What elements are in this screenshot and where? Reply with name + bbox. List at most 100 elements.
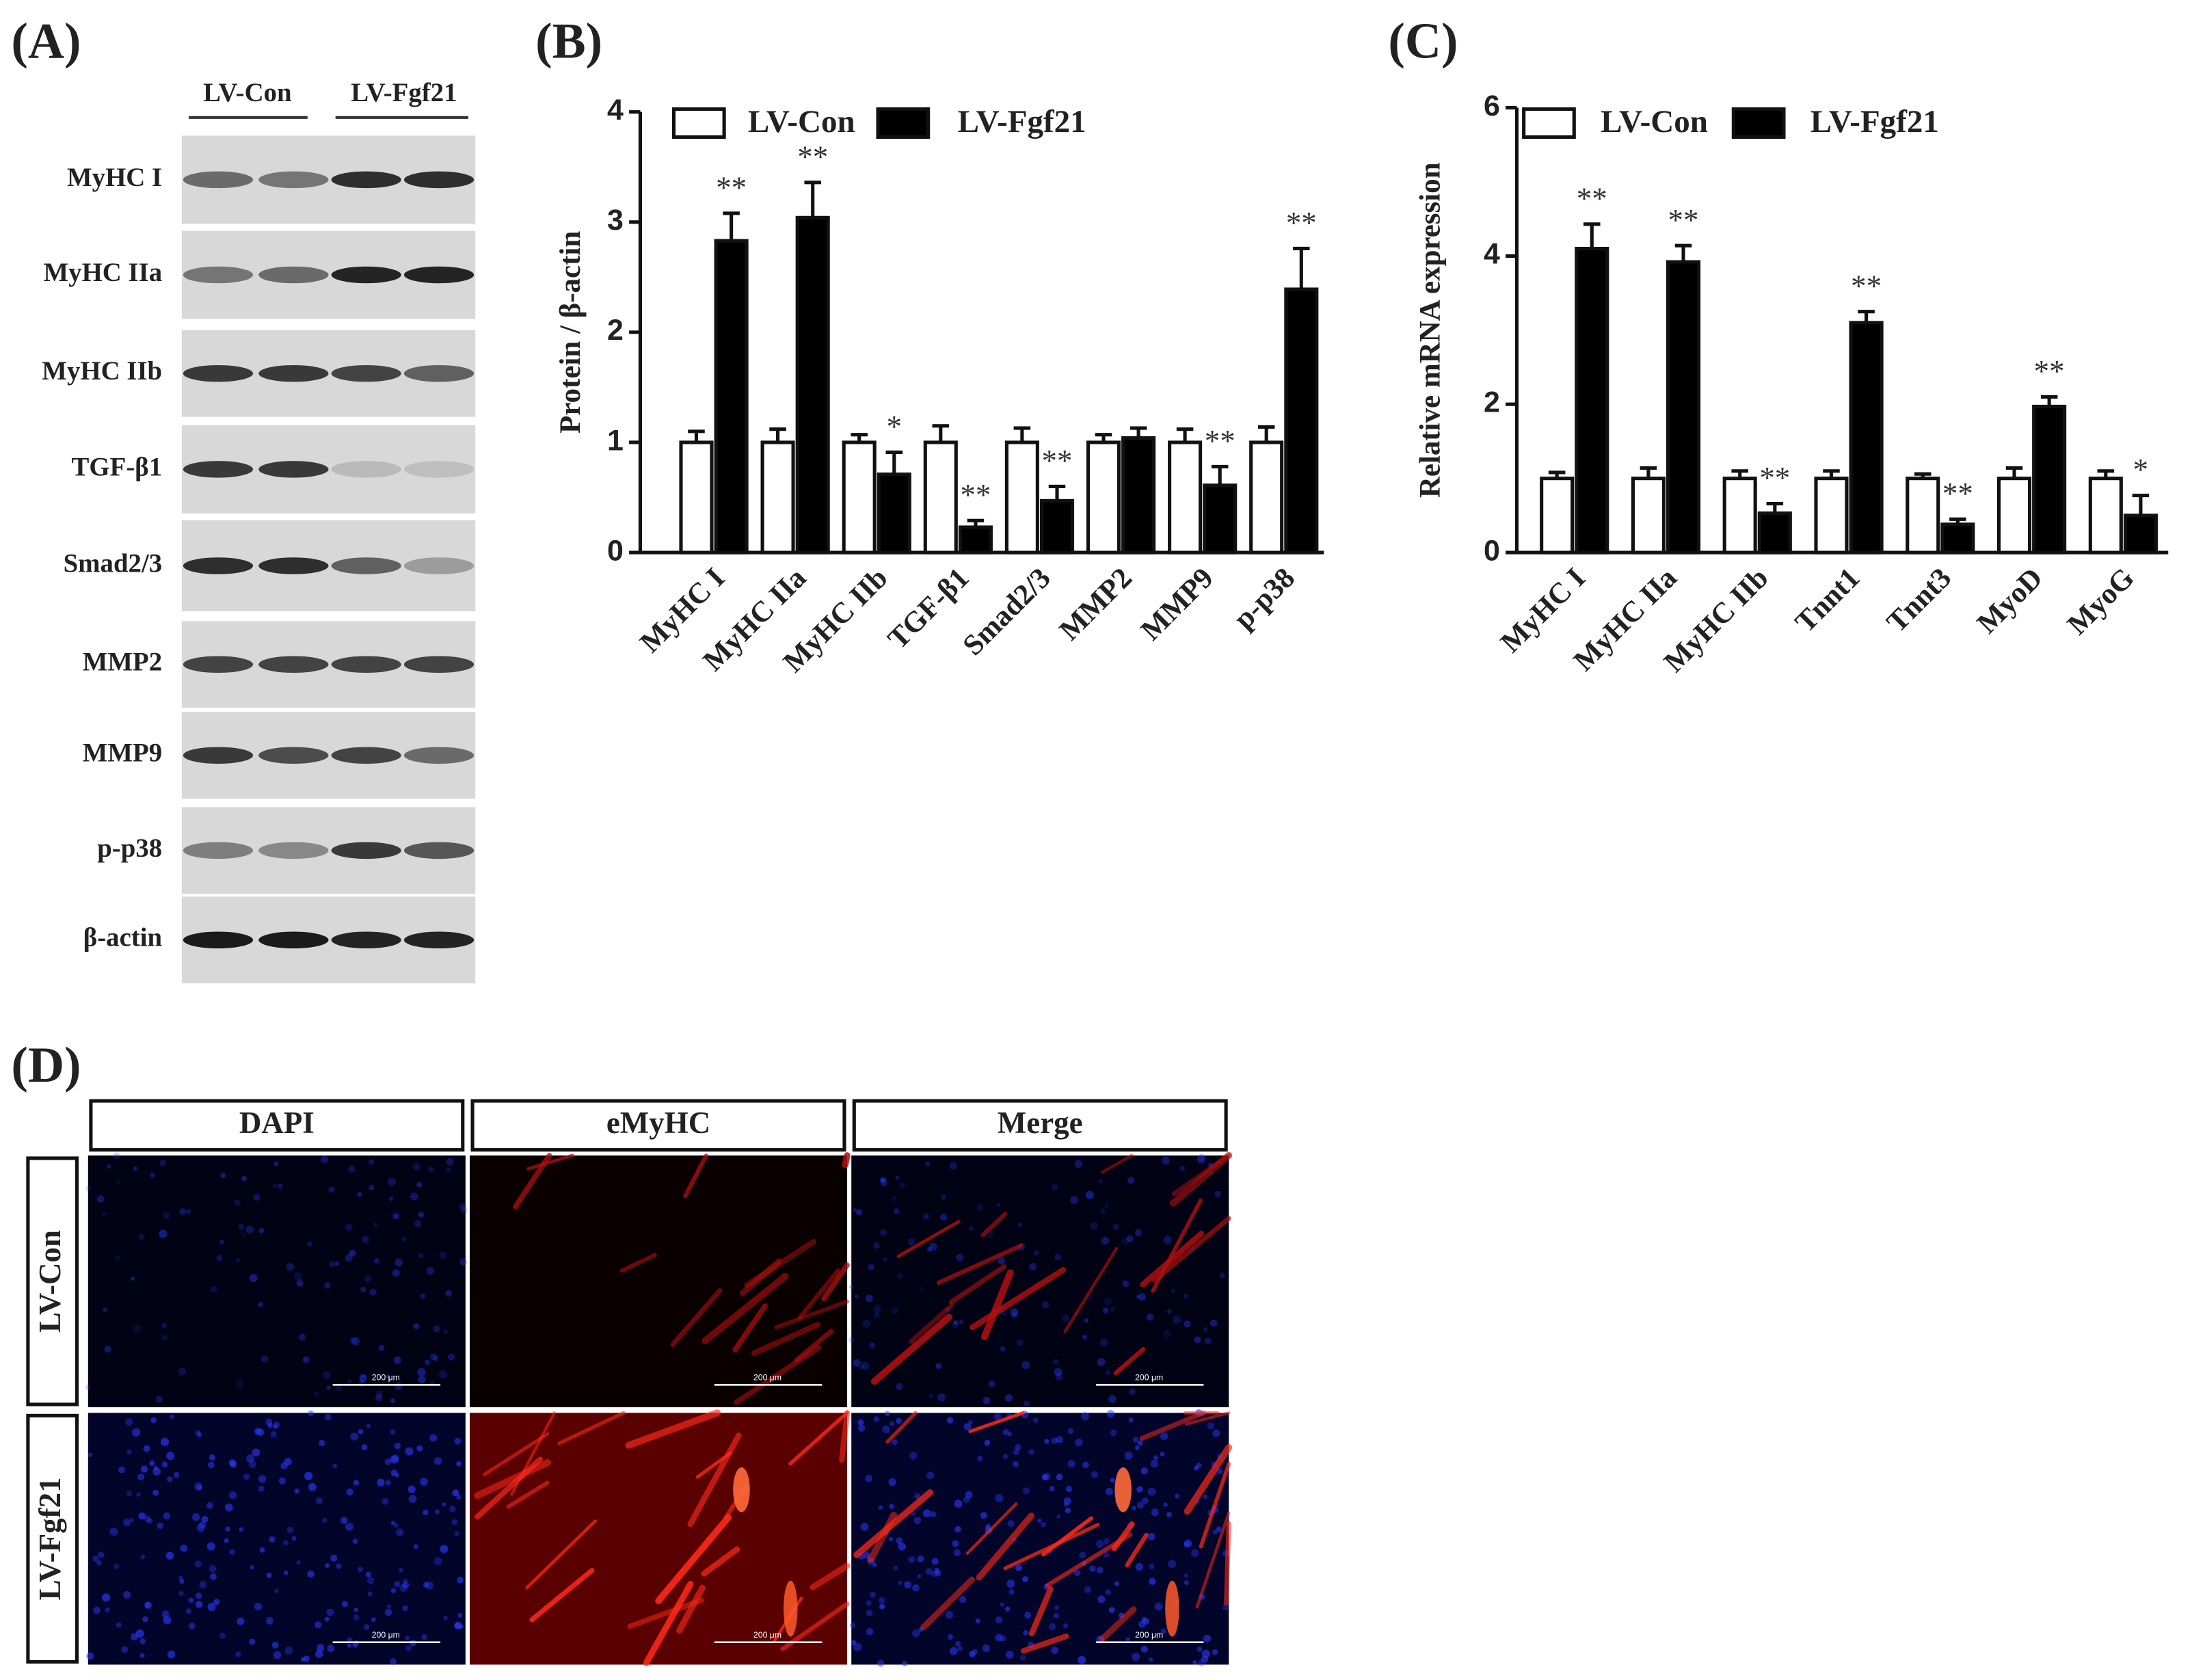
myotube: [687, 1432, 742, 1528]
nucleus: [201, 1515, 209, 1523]
significance-label: **: [1286, 206, 1317, 240]
bar: [1849, 321, 1884, 555]
nucleus: [1160, 1432, 1168, 1441]
nucleus: [955, 1641, 961, 1646]
nucleus: [1192, 1660, 1197, 1665]
nucleus: [352, 1538, 358, 1545]
nucleus: [266, 1616, 273, 1625]
myotube: [821, 1262, 850, 1301]
nucleus: [169, 1414, 174, 1419]
nucleus: [460, 1207, 468, 1214]
nucleus: [410, 1192, 418, 1201]
nucleus: [948, 1634, 954, 1640]
scale-bar-label: 200 μm: [753, 1372, 781, 1382]
nucleus: [433, 1457, 442, 1465]
nucleus: [353, 1614, 360, 1621]
myotube: [1171, 1153, 1231, 1197]
nucleus: [1006, 1579, 1015, 1588]
nucleus: [353, 1607, 359, 1612]
nucleus: [258, 1485, 265, 1492]
nucleus: [207, 1603, 216, 1612]
nucleus: [1096, 1566, 1104, 1574]
nucleus: [1132, 1653, 1140, 1662]
blot-band: [183, 171, 254, 189]
nucleus: [1054, 1605, 1059, 1610]
nucleus: [889, 1504, 895, 1509]
nucleus: [848, 1337, 855, 1343]
nucleus: [983, 1396, 991, 1404]
blot-band: [258, 656, 329, 674]
nucleus: [335, 1385, 343, 1391]
nucleus: [1044, 1439, 1050, 1444]
scale-bar-label: 200 μm: [753, 1630, 781, 1640]
nucleus: [152, 1467, 161, 1476]
nucleus: [1166, 1512, 1172, 1517]
nucleus: [952, 1540, 959, 1547]
myotube: [936, 1243, 1024, 1285]
nucleus: [1056, 1514, 1061, 1519]
nucleus: [86, 1652, 94, 1660]
nucleus: [224, 1503, 233, 1512]
myotube: [475, 1456, 543, 1520]
nucleus: [274, 1588, 279, 1593]
error-bar: [2005, 466, 2023, 479]
nucleus: [449, 1506, 456, 1512]
nucleus: [416, 1182, 423, 1188]
nucleus: [364, 1275, 372, 1283]
myotube: [810, 1562, 851, 1590]
myotube-bright: [1114, 1467, 1132, 1512]
myotube: [1020, 1634, 1069, 1654]
error-bar: [1048, 484, 1066, 501]
blot-band: [403, 747, 475, 764]
myotube: [1139, 1410, 1207, 1441]
nucleus: [345, 1223, 353, 1231]
nucleus: [1184, 1573, 1189, 1578]
nucleus: [386, 1604, 392, 1609]
nucleus: [375, 1394, 383, 1402]
nucleus: [228, 1459, 237, 1467]
nucleus: [369, 1184, 375, 1191]
nucleus: [975, 1618, 980, 1624]
nucleus: [220, 1172, 226, 1179]
myotube: [797, 1268, 841, 1320]
nucleus: [1160, 1452, 1165, 1457]
nucleus: [1002, 1429, 1009, 1436]
nucleus: [105, 1608, 110, 1613]
nucleus: [853, 1642, 862, 1651]
nucleus: [101, 1211, 107, 1216]
bar: [1940, 522, 1975, 555]
nucleus: [898, 1542, 906, 1551]
nucleus: [893, 1565, 898, 1571]
blot-group-label: LV-Fgf21: [351, 78, 457, 107]
nucleus: [959, 1320, 964, 1324]
nucleus: [253, 1193, 260, 1201]
nucleus: [273, 1651, 282, 1659]
nucleus: [1148, 1657, 1153, 1662]
nucleus: [909, 1452, 918, 1460]
nucleus: [359, 1379, 364, 1384]
legend-label: LV-Fgf21: [1810, 104, 1939, 139]
bar: [923, 440, 958, 555]
bar: [1666, 260, 1701, 555]
nucleus: [365, 1571, 372, 1578]
nucleus: [996, 1202, 1001, 1207]
nucleus: [1091, 1471, 1099, 1478]
myotube: [1028, 1586, 1054, 1637]
nucleus: [198, 1521, 206, 1529]
nucleus: [334, 1261, 340, 1266]
significance-label: *: [2133, 453, 2148, 487]
nucleus: [249, 1638, 256, 1645]
nucleus: [423, 1582, 429, 1588]
nucleus: [440, 1545, 449, 1554]
nucleus: [1007, 1432, 1013, 1437]
nucleus: [389, 1658, 397, 1666]
blot-band: [183, 266, 254, 284]
nucleus: [866, 1600, 872, 1606]
nucleus: [142, 1616, 148, 1623]
nucleus: [1191, 1549, 1199, 1557]
nucleus: [1082, 1461, 1089, 1469]
nucleus: [1089, 1565, 1096, 1572]
bar: [1004, 440, 1039, 555]
myotube: [1045, 1532, 1133, 1588]
nucleus: [1003, 1454, 1008, 1459]
